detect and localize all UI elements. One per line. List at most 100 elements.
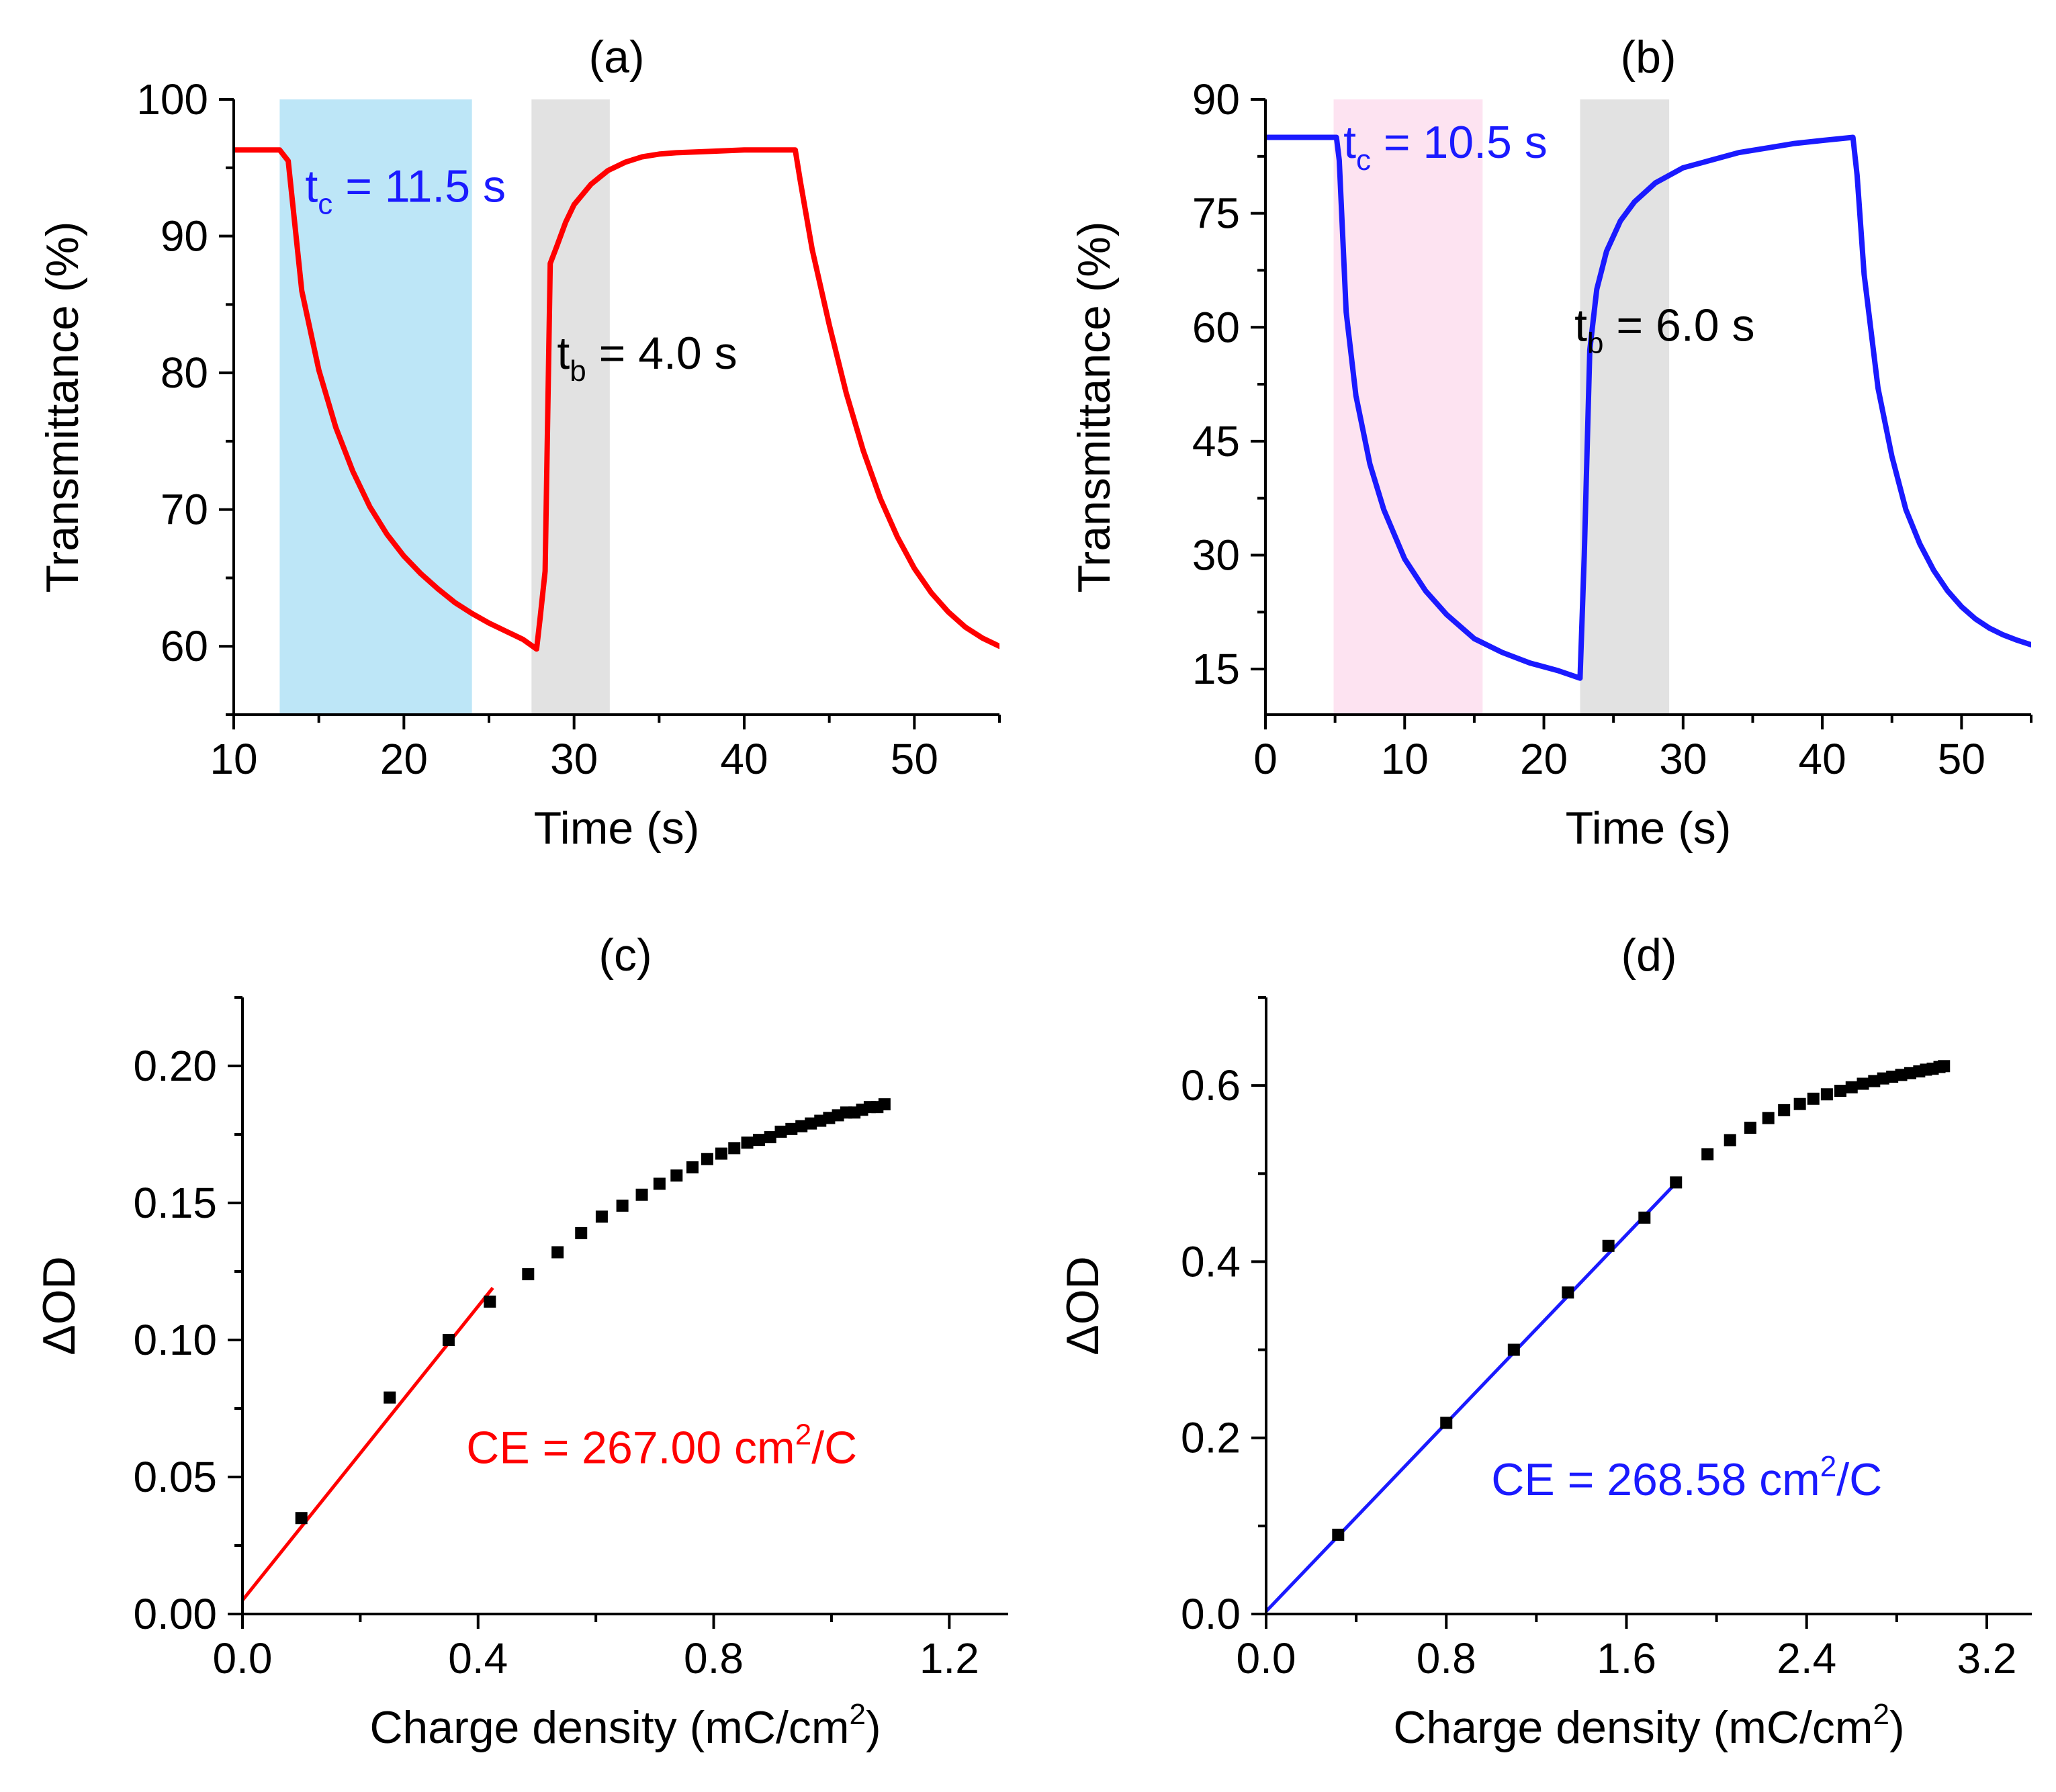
y-tick-label: 60 <box>1192 303 1240 351</box>
x-axis-title: Charge density (mC/cm2) <box>1393 1698 1904 1753</box>
data-point <box>1807 1092 1820 1105</box>
y-tick-label: 70 <box>161 486 208 534</box>
data-point <box>635 1188 648 1201</box>
data-point <box>774 1125 787 1138</box>
x-tick-label: 0 <box>1253 735 1278 783</box>
x-tick-label: 10 <box>1381 735 1429 783</box>
annotation-base: t <box>1343 117 1356 168</box>
annotation-0: tc = 10.5 s <box>1343 117 1548 177</box>
panel-d: 0.0 0.8 1.6 2.4 3.2 0.0 0.2 0.4 0.6 (d) Charge den… <box>1057 930 2032 1753</box>
annotation-1: tb = 6.0 s <box>1574 300 1754 360</box>
data-point <box>1440 1417 1453 1429</box>
x-tick-label: 0.8 <box>1417 1634 1476 1683</box>
data-point <box>616 1200 629 1212</box>
annotation-rest: = 4.0 s <box>586 328 738 379</box>
panel-label: (b) <box>1620 32 1676 83</box>
data-point <box>1845 1081 1858 1093</box>
annotation-rest: = 10.5 s <box>1371 117 1548 168</box>
ce-annotation-sup: 2 <box>795 1419 811 1451</box>
data-point <box>741 1136 754 1149</box>
annotation-0: tc = 11.5 s <box>305 161 506 221</box>
series-line-0 <box>234 147 999 652</box>
y-tick-label: 0.6 <box>1181 1061 1241 1110</box>
x-axis-title: Time (s) <box>534 803 700 854</box>
y-tick-label: 15 <box>1192 645 1240 693</box>
data-point <box>1857 1077 1869 1090</box>
data-point <box>551 1246 564 1259</box>
data-point <box>805 1117 817 1130</box>
y-tick-label: 0.2 <box>1181 1414 1241 1462</box>
ce-annotation: CE = 268.58 cm2/C <box>1491 1450 1882 1505</box>
y-tick-label: 30 <box>1192 531 1240 580</box>
x-tick-label: 0.4 <box>448 1634 508 1683</box>
fit-line <box>1266 1179 1680 1613</box>
panel-label: (a) <box>588 32 644 83</box>
x-tick-label: 1.6 <box>1597 1634 1656 1683</box>
x-axis-title-text: Charge density (mC/cm <box>369 1702 849 1753</box>
data-point <box>1724 1134 1736 1147</box>
ce-annotation-sup: 2 <box>1820 1450 1836 1483</box>
data-point <box>522 1268 535 1281</box>
annotation-sub: c <box>318 188 332 221</box>
y-tick-label: 90 <box>1192 75 1240 124</box>
data-point <box>795 1120 808 1132</box>
data-point <box>1701 1148 1714 1161</box>
annotation-sub: b <box>1587 327 1603 360</box>
panel-b: 0 10 20 30 40 50 15 30 45 60 75 90 (b) Time (s) Transm… <box>1069 32 2032 854</box>
ce-annotation: CE = 267.00 cm2/C <box>466 1419 857 1474</box>
x-tick-label: 0.0 <box>213 1634 273 1683</box>
panel-c: 0.0 0.4 0.8 1.2 0.00 0.05 0.10 0.15 0.20 (c) Charg… <box>34 930 1008 1753</box>
x-axis-title-end: ) <box>1889 1702 1905 1753</box>
y-axis-title: Transmittance (%) <box>37 222 88 593</box>
data-point <box>878 1098 891 1111</box>
annotation-1: tb = 4.0 s <box>557 328 737 388</box>
x-axis-title-end: ) <box>866 1702 881 1753</box>
x-tick-label: 50 <box>891 735 938 783</box>
y-tick-label: 75 <box>1192 189 1240 238</box>
x-axis-title: Time (s) <box>1566 803 1732 854</box>
x-tick-label: 1.2 <box>920 1634 979 1683</box>
data-point <box>484 1295 496 1308</box>
data-point <box>670 1169 683 1182</box>
data-point <box>295 1512 308 1525</box>
x-tick-label: 0.8 <box>684 1634 744 1683</box>
data-point <box>575 1226 588 1239</box>
data-point <box>701 1153 713 1165</box>
y-tick-label: 100 <box>136 75 208 124</box>
y-axis-title: ΔOD <box>34 1256 85 1355</box>
data-point <box>1778 1104 1791 1116</box>
data-point <box>1562 1286 1574 1299</box>
data-point <box>595 1210 608 1223</box>
x-tick-label: 10 <box>210 735 257 783</box>
ce-annotation-end: /C <box>811 1423 857 1474</box>
data-point <box>384 1391 396 1404</box>
data-point <box>715 1147 727 1160</box>
data-point <box>1762 1112 1775 1124</box>
annotation-base: t <box>305 161 318 212</box>
data-point <box>1602 1239 1615 1252</box>
x-tick-label: 50 <box>1938 735 1985 783</box>
shaded-region-0 <box>279 99 472 715</box>
shaded-region-1 <box>531 99 610 715</box>
shaded-region-1 <box>1580 99 1670 715</box>
y-tick-label: 90 <box>161 212 208 261</box>
data-point <box>442 1334 455 1346</box>
data-point <box>764 1131 776 1144</box>
data-point <box>753 1134 766 1147</box>
data-point <box>1938 1060 1951 1073</box>
data-point <box>728 1142 741 1155</box>
x-axis-title-sup: 2 <box>1873 1698 1889 1731</box>
data-point <box>686 1161 699 1173</box>
y-tick-label: 0.05 <box>133 1453 217 1501</box>
x-axis-title-sup: 2 <box>850 1698 866 1731</box>
x-tick-label: 20 <box>380 735 428 783</box>
data-point <box>1332 1528 1345 1541</box>
fit-line <box>242 1286 494 1602</box>
x-tick-label: 3.2 <box>1957 1634 2016 1683</box>
y-tick-label: 80 <box>161 349 208 397</box>
panel-label: (d) <box>1621 930 1677 981</box>
data-point <box>1670 1176 1683 1189</box>
x-tick-label: 40 <box>720 735 768 783</box>
x-axis-title-text: Charge density (mC/cm <box>1393 1702 1873 1753</box>
annotation-sub: c <box>1356 144 1371 177</box>
